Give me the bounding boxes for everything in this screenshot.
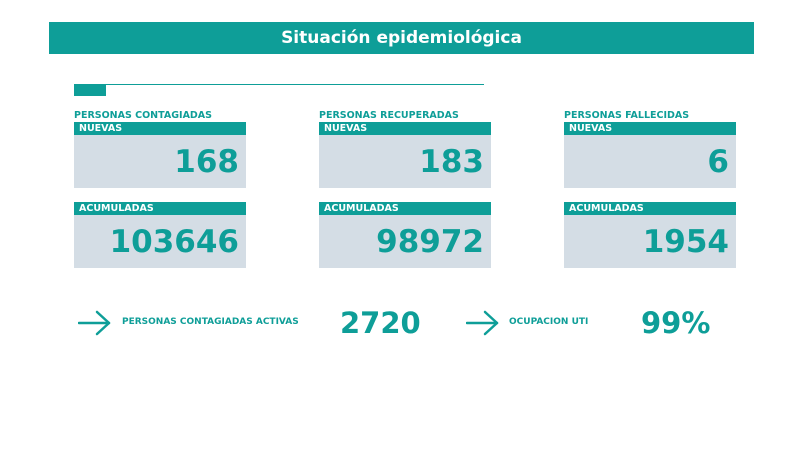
panel-fallecidas: PERSONAS FALLECIDAS NUEVAS 6 ACUMULADAS … [564,110,736,268]
arrow-right-icon [466,310,499,336]
decorative-divider [74,84,484,85]
summary-row: PERSONAS CONTAGIADAS ACTIVAS 2720 OCUPAC… [0,300,801,350]
new-header: NUEVAS [74,122,246,135]
active-cases-label: PERSONAS CONTAGIADAS ACTIVAS [122,317,299,327]
new-value: 168 [74,135,246,188]
new-header: NUEVAS [564,122,736,135]
new-value: 183 [319,135,491,188]
active-cases-value: 2720 [340,306,421,340]
cumulative-header: ACUMULADAS [319,202,491,215]
new-header: NUEVAS [319,122,491,135]
cumulative-header: ACUMULADAS [74,202,246,215]
cumulative-value: 1954 [564,215,736,268]
icu-occupancy-value: 99% [641,306,711,340]
cumulative-value: 103646 [74,215,246,268]
new-value: 6 [564,135,736,188]
panel-recuperadas: PERSONAS RECUPERADAS NUEVAS 183 ACUMULAD… [319,110,491,268]
decorative-accent-block [74,84,106,96]
cumulative-value: 98972 [319,215,491,268]
panel-contagiadas: PERSONAS CONTAGIADAS NUEVAS 168 ACUMULAD… [74,110,246,268]
arrow-right-icon [78,310,111,336]
panel-label: PERSONAS RECUPERADAS [319,110,459,121]
panel-label: PERSONAS FALLECIDAS [564,110,690,121]
icu-occupancy-label: OCUPACION UTI [509,317,589,327]
cumulative-header: ACUMULADAS [564,202,736,215]
page-title: Situación epidemiológica [49,22,754,54]
panel-label: PERSONAS CONTAGIADAS [74,110,212,121]
